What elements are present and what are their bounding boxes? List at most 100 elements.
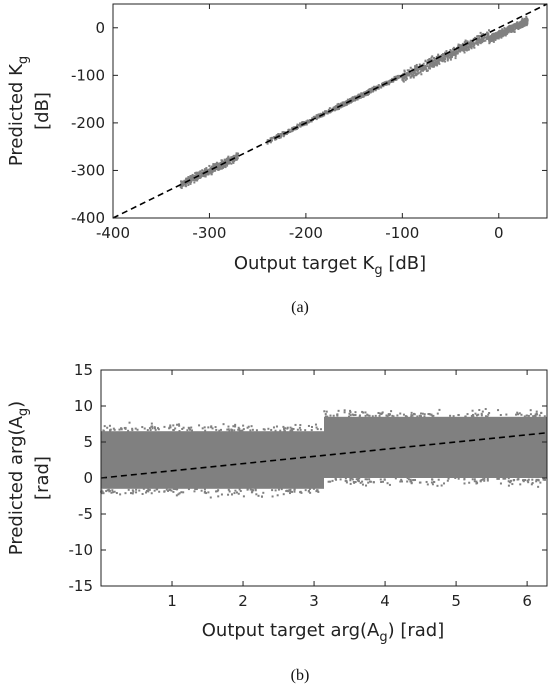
chart-b-point (150, 425, 153, 428)
chart-a-point (387, 80, 390, 83)
chart-a-point (207, 172, 210, 175)
chart-b-point (280, 488, 283, 491)
chart-a-point (387, 81, 390, 84)
chart-b-point (153, 427, 156, 430)
chart-a-point (407, 70, 410, 73)
chart-a-point (411, 73, 414, 76)
chart-a-point (493, 35, 496, 38)
chart-a-point (409, 66, 412, 69)
chart-a-point (513, 30, 516, 33)
chart-a-point (377, 87, 380, 90)
chart-a-point (524, 21, 527, 24)
chart-a-point (353, 98, 356, 101)
chart-a-point (514, 27, 517, 30)
chart-a-y-ticks: -400 -300 -200 -100 0 (71, 19, 547, 227)
chart-b-point (231, 493, 234, 496)
chart-b-point (362, 411, 365, 414)
chart-a-point (455, 51, 458, 54)
chart-b-point (310, 425, 313, 428)
chart-b-point (367, 481, 370, 484)
chart-a-point (356, 98, 359, 101)
chart-a-point (523, 24, 526, 27)
chart-a-point (461, 42, 464, 45)
chart-b-point (364, 478, 367, 481)
chart-a-point (208, 164, 211, 167)
chart-b-point (254, 487, 257, 490)
chart-b-point (315, 490, 318, 493)
chart-b-point (486, 477, 489, 480)
chart-a-point (421, 66, 424, 69)
chart-b-point (351, 478, 354, 481)
chart-a-point (234, 158, 237, 161)
chart-b-point (127, 488, 130, 491)
chart-a-point (458, 44, 461, 47)
chart-b-point (325, 410, 328, 413)
chart-b-point (270, 428, 273, 431)
chart-a-point (223, 163, 226, 166)
chart-a-point (418, 68, 421, 71)
chart-b-point (209, 496, 212, 499)
chart-b-x-tick-label: 4 (380, 592, 390, 610)
chart-a-point (359, 96, 362, 99)
chart-a-point (227, 156, 230, 159)
chart-a-point (324, 112, 327, 115)
chart-b-point (195, 488, 198, 491)
chart-b-point (349, 479, 352, 482)
chart-a-point (406, 69, 409, 72)
chart-b-point (241, 429, 244, 432)
chart-a-point (306, 119, 309, 122)
chart-b-point (298, 426, 301, 429)
chart-b-point-band (101, 431, 324, 489)
chart-b-point (349, 414, 352, 417)
chart-a-point (504, 34, 507, 37)
chart-a-point (317, 114, 320, 117)
chart-b-point (146, 429, 149, 432)
chart-b-y-ticks: -15 -10 -5 0 5 10 15 (69, 361, 547, 595)
chart-a-point (525, 15, 528, 18)
chart-a-point (464, 42, 467, 45)
chart-a-point (237, 152, 240, 155)
chart-b-point (443, 482, 446, 485)
chart-b-point (274, 489, 277, 492)
chart-b-point (181, 427, 184, 430)
chart-b-y-tick-label: 10 (74, 397, 93, 415)
chart-b-point (496, 477, 499, 480)
chart-b-point-band (324, 416, 547, 478)
chart-b-point (124, 427, 127, 430)
chart-b-point (438, 408, 441, 411)
chart-a-point (374, 89, 377, 92)
chart-b-point (289, 426, 292, 429)
chart-b-point (100, 489, 103, 492)
chart-b-point (431, 483, 434, 486)
chart-b-point (257, 494, 260, 497)
chart-a-point (503, 26, 506, 29)
chart-b-point (447, 477, 450, 480)
chart-a-point (385, 80, 388, 83)
chart-b-point (418, 481, 421, 484)
chart-b-point (141, 426, 144, 429)
chart-b-point (282, 493, 285, 496)
chart-a-point (525, 24, 528, 27)
chart-a-x-tick-label: -400 (96, 224, 130, 242)
chart-b-point (480, 412, 483, 415)
chart-a-point (522, 24, 525, 27)
chart-a-point (371, 89, 374, 92)
chart-b-point (402, 413, 405, 416)
chart-b-point (543, 415, 546, 418)
chart-a-point (233, 160, 236, 163)
chart-a-point (415, 63, 418, 66)
chart-a-point (296, 127, 299, 130)
chart-b-point (145, 491, 148, 494)
chart-a-point (451, 51, 454, 54)
chart-b-point (394, 477, 397, 480)
chart-a-point (180, 180, 183, 183)
chart-b-point (141, 492, 144, 495)
chart-b-point (288, 492, 291, 495)
chart-a-point (214, 164, 217, 167)
chart-a-point (198, 171, 201, 174)
chart-a-point (463, 51, 466, 54)
chart-b-point (524, 479, 527, 482)
chart-b-point (475, 414, 478, 417)
chart-a-point (367, 92, 370, 95)
chart-a-point (294, 126, 297, 129)
